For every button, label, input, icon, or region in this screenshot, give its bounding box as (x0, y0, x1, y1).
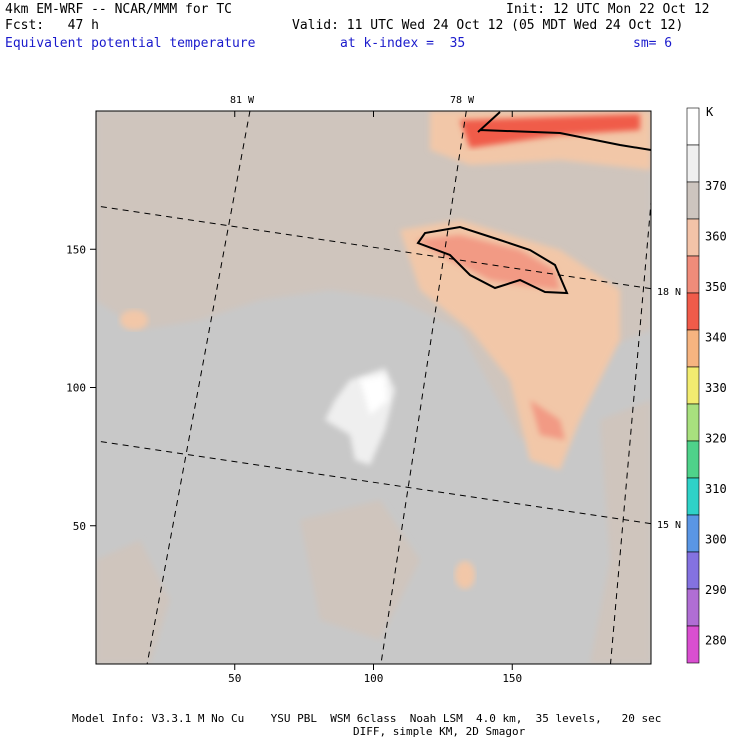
colorbar-level-label: 310 (705, 482, 727, 496)
south-blob-350 (455, 561, 475, 589)
parallel-18n (96, 205, 651, 290)
colorbar-swatch (686, 588, 700, 627)
y-tick-label: 100 (66, 382, 86, 395)
colorbar-swatch (686, 625, 700, 664)
x-axis-ticks: 50 100 150 (228, 111, 522, 685)
colorbar-swatch (686, 292, 700, 331)
colorbar-swatch (686, 514, 700, 553)
plot-area (96, 111, 651, 664)
x-tick-label: 150 (502, 672, 522, 685)
core-white (360, 375, 388, 415)
top-330 (460, 114, 640, 148)
colorbar-swatch (686, 107, 700, 146)
model-info: Model Info: V3.3.1 M No Cu YSU PBL WSM 6… (72, 712, 662, 725)
smoothing-value: sm= 6 (633, 36, 673, 51)
init-time: Init: 12 UTC Mon 22 Oct 12 (506, 2, 710, 17)
lon-label-78w: 78 W (450, 95, 475, 106)
meridian-78w (380, 111, 467, 664)
meridian-75w (610, 196, 651, 664)
colorbar-swatch (686, 329, 700, 368)
lon-label-81w: 81 W (230, 95, 255, 106)
colorbar: 370 360 350 340 330 320 310 300 290 280 (686, 107, 727, 664)
colorbar-swatch (686, 218, 700, 257)
contour-lines (416, 111, 651, 295)
se-360 (590, 400, 651, 664)
lat-label-18n: 18 N (657, 287, 681, 298)
forecast-hour: Fcst: 47 h (5, 18, 99, 33)
model-title: 4km EM-WRF -- NCAR/MMM for TC (5, 2, 232, 17)
x-tick-label: 100 (364, 672, 384, 685)
colorbar-unit: K (706, 105, 714, 119)
east-350 (400, 220, 620, 470)
y-tick-label: 150 (66, 243, 86, 256)
colorbar-level-label: 280 (705, 634, 727, 648)
colorbar-swatch (686, 144, 700, 183)
colorbar-level-label: 290 (705, 583, 727, 597)
mid-340 (415, 235, 560, 290)
west-blob-350 (120, 310, 148, 330)
lat-label-15n: 15 N (657, 520, 681, 531)
colorbar-swatch (686, 366, 700, 405)
sw-360 (96, 540, 170, 664)
y-tick-label: 50 (73, 520, 86, 533)
contour-top (477, 111, 651, 151)
field-shapes (96, 111, 651, 664)
colorbar-level-label: 340 (705, 331, 727, 345)
latlon-grid (96, 111, 651, 664)
colorbar-level-label: 320 (705, 432, 727, 446)
x-tick-label: 50 (228, 672, 241, 685)
colorbar-swatch (686, 181, 700, 220)
colorbar-swatch (686, 403, 700, 442)
east-blob-340 (530, 400, 565, 440)
colorbar-level-label: 350 (705, 280, 727, 294)
colorbar-level-label: 330 (705, 381, 727, 395)
y-axis-ticks: 50 100 150 (66, 243, 96, 533)
colorbar-swatch (686, 551, 700, 590)
k-index-level: at k-index = 35 (340, 36, 466, 51)
colorbar-swatch (686, 440, 700, 479)
colorbar-level-label: 370 (705, 179, 727, 193)
colorbar-level-label: 360 (705, 230, 727, 244)
colorbar-swatch (686, 255, 700, 294)
colorbar-swatch (686, 477, 700, 516)
meridian-81w (146, 111, 251, 664)
model-info-diff: DIFF, simple KM, 2D Smagor (353, 725, 526, 738)
valid-time: Valid: 11 UTC Wed 24 Oct 12 (05 MDT Wed … (292, 18, 684, 33)
parallel-15n (96, 440, 651, 525)
contour-mid (416, 225, 569, 295)
field-name: Equivalent potential temperature (5, 36, 256, 51)
colorbar-level-label: 300 (705, 533, 727, 547)
